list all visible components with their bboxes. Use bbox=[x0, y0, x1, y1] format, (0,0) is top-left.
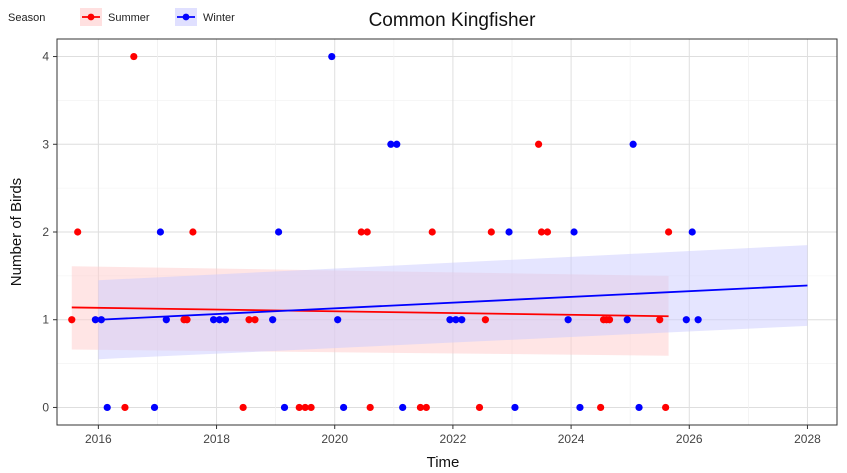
data-point-winter bbox=[446, 316, 454, 324]
y-tick-label: 4 bbox=[42, 50, 49, 64]
data-point-winter bbox=[635, 403, 643, 412]
data-point-winter bbox=[91, 316, 100, 324]
data-point-winter bbox=[269, 316, 277, 324]
x-tick-label: 2022 bbox=[440, 432, 467, 446]
x-axis-title: Time bbox=[427, 454, 460, 471]
data-point-winter bbox=[629, 140, 637, 148]
data-point-summer bbox=[183, 316, 191, 324]
data-point-winter bbox=[387, 140, 395, 148]
data-point-winter bbox=[682, 316, 690, 324]
data-point-winter bbox=[576, 403, 584, 412]
data-point-summer bbox=[487, 228, 495, 236]
data-point-winter bbox=[399, 403, 407, 412]
data-point-summer bbox=[422, 403, 430, 412]
trend-lines bbox=[71, 284, 808, 321]
data-point-summer bbox=[307, 403, 315, 412]
data-point-winter bbox=[280, 403, 289, 412]
data-point-winter bbox=[688, 228, 696, 236]
data-point-winter bbox=[150, 403, 159, 412]
data-point-summer bbox=[664, 228, 673, 236]
x-tick-label: 2016 bbox=[85, 432, 112, 446]
data-point-summer bbox=[605, 316, 614, 324]
data-point-winter bbox=[505, 228, 513, 236]
legend-key-point-summer bbox=[87, 13, 95, 21]
y-axis: 0 1 2 3 4 bbox=[42, 50, 57, 414]
y-tick-label: 2 bbox=[42, 225, 49, 239]
data-point-winter bbox=[209, 316, 218, 324]
data-point-summer bbox=[428, 228, 436, 236]
trend-line-summer bbox=[71, 306, 669, 318]
chart-title: Common Kingfisher bbox=[369, 10, 537, 31]
data-point-summer bbox=[121, 403, 129, 412]
data-point-summer bbox=[68, 316, 76, 324]
data-point-summer bbox=[597, 403, 605, 412]
data-point-winter bbox=[623, 316, 631, 324]
y-tick-label: 0 bbox=[42, 400, 49, 414]
x-tick-label: 2026 bbox=[676, 432, 703, 446]
data-point-summer bbox=[475, 403, 484, 412]
data-point-summer bbox=[74, 228, 82, 236]
data-point-winter bbox=[274, 228, 283, 236]
data-point-winter bbox=[339, 403, 348, 412]
data-point-winter bbox=[334, 316, 342, 324]
y-axis-title: Number of Birds bbox=[8, 178, 25, 286]
data-point-summer bbox=[130, 52, 138, 61]
data-point-winter bbox=[458, 316, 466, 324]
data-point-summer bbox=[534, 140, 543, 148]
data-point-winter bbox=[97, 316, 105, 324]
data-point-summer bbox=[357, 228, 365, 236]
data-point-winter bbox=[564, 316, 572, 324]
data-point-summer bbox=[295, 403, 303, 412]
data-point-winter bbox=[393, 140, 401, 148]
x-tick-label: 2024 bbox=[558, 432, 585, 446]
data-point-winter bbox=[511, 403, 519, 412]
data-point-summer bbox=[662, 403, 670, 412]
legend-key-point-winter bbox=[182, 13, 190, 21]
data-point-winter bbox=[221, 316, 230, 324]
legend-label-winter: Winter bbox=[203, 12, 235, 24]
data-point-winter bbox=[156, 228, 165, 236]
x-axis: 2016 2018 2020 2022 2024 2026 2028 bbox=[85, 425, 821, 446]
x-tick-label: 2020 bbox=[321, 432, 348, 446]
data-points bbox=[68, 52, 702, 412]
data-point-winter bbox=[103, 403, 111, 412]
data-point-winter bbox=[694, 316, 702, 324]
legend-label-summer: Summer bbox=[108, 12, 150, 24]
data-point-winter bbox=[452, 316, 460, 324]
data-point-summer bbox=[301, 403, 309, 412]
data-point-winter bbox=[215, 316, 224, 324]
data-point-summer bbox=[245, 316, 253, 324]
data-point-summer bbox=[239, 403, 247, 412]
x-tick-label: 2018 bbox=[203, 432, 230, 446]
data-point-summer bbox=[189, 228, 197, 236]
data-point-summer bbox=[481, 316, 490, 324]
data-point-winter bbox=[570, 228, 578, 236]
data-point-summer bbox=[656, 316, 664, 324]
y-tick-label: 1 bbox=[42, 313, 49, 327]
data-point-summer bbox=[416, 403, 425, 412]
data-point-summer bbox=[537, 228, 546, 236]
trend-line-winter bbox=[98, 284, 808, 321]
data-point-summer bbox=[366, 403, 374, 412]
x-tick-label: 2028 bbox=[794, 432, 821, 446]
y-tick-label: 3 bbox=[42, 137, 49, 151]
legend-title: Season bbox=[8, 12, 45, 24]
data-point-summer bbox=[363, 228, 371, 236]
data-point-summer bbox=[543, 228, 552, 236]
data-point-winter bbox=[162, 316, 170, 324]
data-point-summer bbox=[251, 316, 259, 324]
data-point-winter bbox=[328, 52, 336, 61]
legend: Season Summer Winter bbox=[8, 8, 235, 26]
